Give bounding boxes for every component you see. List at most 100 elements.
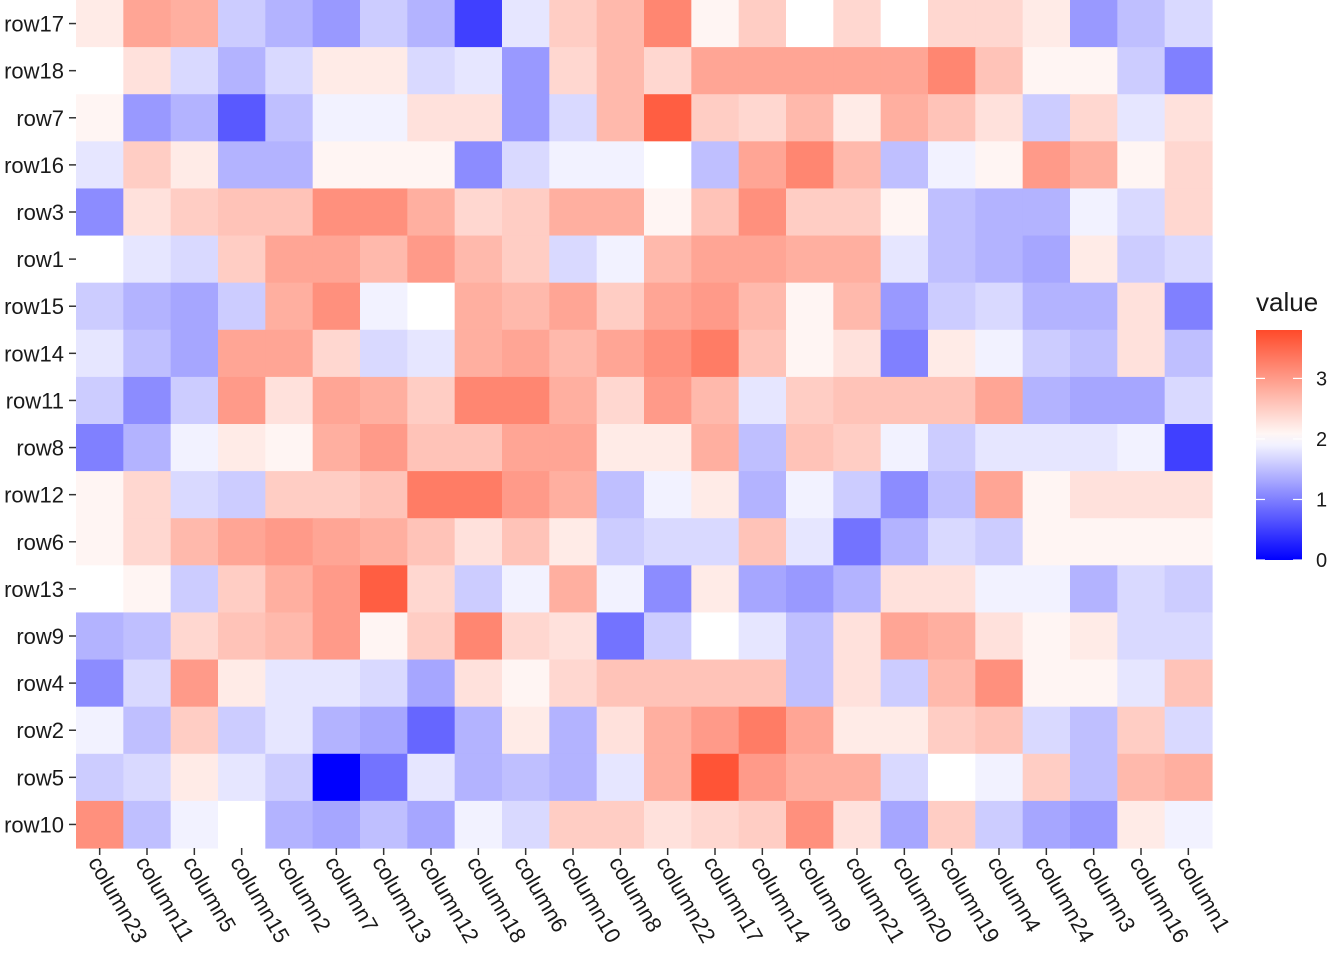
heatmap-cell-row1-column4	[975, 235, 1024, 284]
heatmap-cell-row18-column21	[833, 47, 882, 95]
heatmap-cell-row16-column19	[928, 141, 976, 190]
row-label-row8: row8	[16, 436, 64, 461]
heatmap-cell-row13-column19	[928, 565, 976, 614]
heatmap-cell-row3-column10	[549, 188, 598, 237]
row-label-row13: row13	[4, 577, 64, 602]
heatmap-cell-row17-column12	[407, 0, 456, 48]
heatmap-cell-row3-column6	[502, 188, 550, 237]
heatmap-cell-row1-column1	[1164, 235, 1213, 284]
heatmap-cell-row2-column22	[644, 706, 692, 755]
heatmap-cell-row12-column10	[549, 471, 598, 519]
heatmap-cell-row5-column3	[1070, 753, 1118, 802]
heatmap-cell-row13-column14	[738, 565, 787, 614]
heatmap-cell-row1-column12	[407, 235, 456, 284]
heatmap-cell-row1-column20	[880, 235, 929, 284]
heatmap-cell-row14-column7	[312, 329, 361, 378]
heatmap-cell-row11-column8	[596, 376, 645, 425]
heatmap-cell-row5-column9	[786, 753, 834, 802]
heatmap-cell-row3-column2	[265, 188, 314, 237]
heatmap-cell-row4-column17	[691, 659, 740, 708]
heatmap-cell-row4-column16	[1117, 659, 1166, 708]
row-label-row15: row15	[4, 294, 64, 319]
heatmap-cell-row18-column7	[312, 47, 361, 95]
heatmap-cell-row2-column9	[786, 706, 834, 755]
heatmap-cell-row18-column3	[1070, 47, 1118, 95]
heatmap-cell-row10-column16	[1117, 800, 1166, 849]
heatmap-cell-row5-column18	[454, 753, 503, 802]
row-label-row12: row12	[4, 483, 64, 508]
heatmap-cell-row2-column10	[549, 706, 598, 755]
heatmap-cell-row4-column13	[360, 659, 408, 708]
legend-colorbar	[1256, 330, 1302, 560]
heatmap-cell-row18-column6	[502, 47, 550, 95]
heatmap-cell-row12-column7	[312, 471, 361, 519]
heatmap-cell-row13-column21	[833, 565, 882, 614]
heatmap-cell-row11-column1	[1164, 376, 1213, 425]
heatmap-cell-row18-column4	[975, 47, 1024, 95]
heatmap-cell-row18-column19	[928, 47, 976, 95]
heatmap-cell-row1-column15	[218, 235, 266, 284]
heatmap-cell-row10-column14	[738, 800, 787, 849]
heatmap-cell-row12-column22	[644, 471, 692, 519]
heatmap-cell-row15-column13	[360, 282, 408, 331]
heatmap-cell-row15-column18	[454, 282, 503, 331]
heatmap-cell-row15-column9	[786, 282, 834, 331]
heatmap-cell-row17-column20	[880, 0, 929, 48]
heatmap-cell-row13-column15	[218, 565, 266, 614]
heatmap-cell-row10-column6	[502, 800, 550, 849]
heatmap-cell-row4-column3	[1070, 659, 1118, 708]
heatmap-cell-row1-column22	[644, 235, 692, 284]
heatmap-cell-row13-column17	[691, 565, 740, 614]
heatmap-cell-row9-column10	[549, 612, 598, 661]
heatmap-cell-row18-column15	[218, 47, 266, 95]
heatmap-cell-row8-column24	[1022, 424, 1071, 472]
heatmap-cell-row6-column4	[975, 518, 1024, 566]
heatmap-cell-row16-column3	[1070, 141, 1118, 190]
heatmap-cell-row4-column18	[454, 659, 503, 708]
heatmap-cell-row17-column14	[738, 0, 787, 48]
heatmap-cell-row9-column20	[880, 612, 929, 661]
heatmap-cell-row6-column1	[1164, 518, 1213, 566]
heatmap-cell-row14-column18	[454, 329, 503, 378]
heatmap-cell-row14-column20	[880, 329, 929, 378]
heatmap-cell-row10-column19	[928, 800, 976, 849]
heatmap-cell-row17-column1	[1164, 0, 1213, 48]
heatmap-cell-row4-column15	[218, 659, 266, 708]
heatmap-cell-row2-column15	[218, 706, 266, 755]
heatmap-cell-row10-column9	[786, 800, 834, 849]
heatmap-cell-row17-column15	[218, 0, 266, 48]
heatmap-cell-row17-column3	[1070, 0, 1118, 48]
heatmap-cell-row18-column17	[691, 47, 740, 95]
heatmap-cell-row6-column7	[312, 518, 361, 566]
heatmap-cell-row13-column22	[644, 565, 692, 614]
heatmap-cell-row11-column3	[1070, 376, 1118, 425]
heatmap-cell-row7-column7	[312, 94, 361, 142]
heatmap-cell-row4-column14	[738, 659, 787, 708]
heatmap-cell-row6-column20	[880, 518, 929, 566]
row-label-row6: row6	[16, 530, 64, 555]
heatmap-cell-row16-column14	[738, 141, 787, 190]
heatmap-cell-row9-column18	[454, 612, 503, 661]
heatmap-cell-row17-column8	[596, 0, 645, 48]
heatmap-cell-row2-column13	[360, 706, 408, 755]
heatmap-cell-row13-column4	[975, 565, 1024, 614]
heatmap-cell-row4-column11	[123, 659, 172, 708]
heatmap-cell-row2-column19	[928, 706, 976, 755]
heatmap-cell-row7-column2	[265, 94, 314, 142]
heatmap-cell-row16-column6	[502, 141, 550, 190]
heatmap-cell-row1-column16	[1117, 235, 1166, 284]
heatmap-cell-row10-column20	[880, 800, 929, 849]
heatmap-cell-row7-column18	[454, 94, 503, 142]
heatmap-cell-row11-column19	[928, 376, 976, 425]
row-label-row5: row5	[16, 765, 64, 790]
heatmap-cell-row8-column17	[691, 424, 740, 472]
heatmap-cell-row14-column11	[123, 329, 172, 378]
row-label-row10: row10	[4, 812, 64, 837]
heatmap-cell-row6-column11	[123, 518, 172, 566]
heatmap-cell-row13-column1	[1164, 565, 1213, 614]
heatmap-cell-row13-column8	[596, 565, 645, 614]
heatmap-cell-row11-column7	[312, 376, 361, 425]
heatmap-cell-row14-column14	[738, 329, 787, 378]
heatmap-cell-row11-column18	[454, 376, 503, 425]
heatmap-cell-row1-column11	[123, 235, 172, 284]
